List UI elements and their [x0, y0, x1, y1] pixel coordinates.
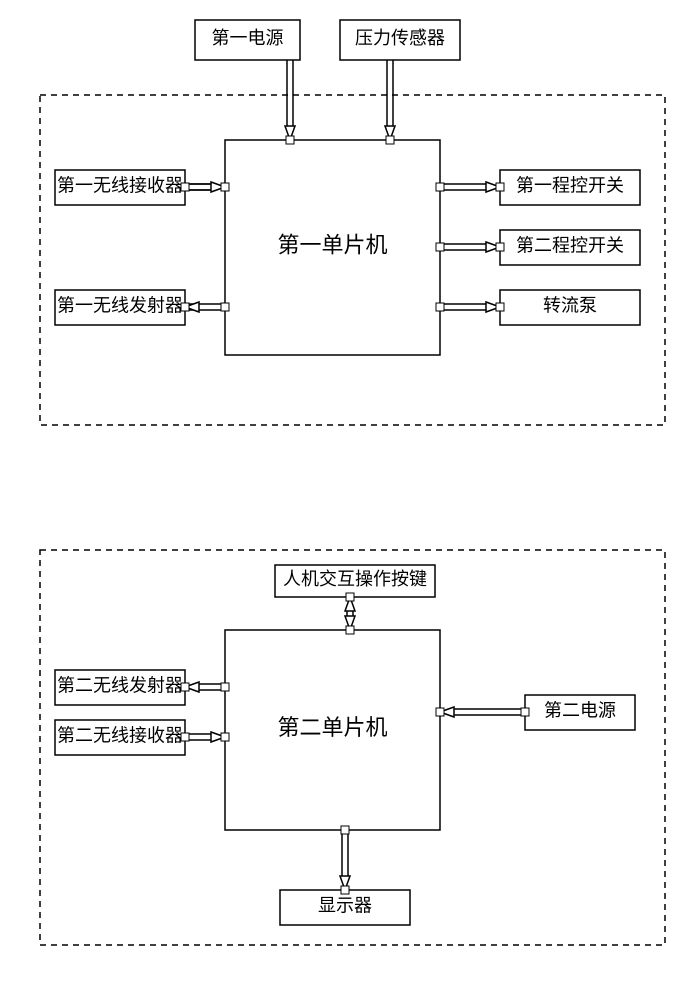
label: 显示器	[318, 896, 372, 916]
label: 压力传感器	[355, 28, 445, 48]
port	[221, 183, 229, 191]
port	[346, 593, 354, 601]
port	[436, 708, 444, 716]
port	[221, 683, 229, 691]
label: 第二程控开关	[516, 236, 624, 256]
port	[181, 303, 189, 311]
port	[341, 826, 349, 834]
label: 第一单片机	[277, 233, 387, 258]
port	[521, 708, 529, 716]
port	[496, 243, 504, 251]
port	[181, 733, 189, 741]
port	[286, 136, 294, 144]
label: 第一程控开关	[516, 176, 624, 196]
port	[346, 626, 354, 634]
label: 第二单片机	[277, 715, 387, 740]
label: 转流泵	[543, 296, 597, 316]
port	[386, 136, 394, 144]
port	[436, 183, 444, 191]
port	[496, 183, 504, 191]
label: 第二无线发射器	[57, 676, 183, 696]
port	[181, 183, 189, 191]
label: 第一无线接收器	[57, 176, 183, 196]
port	[436, 243, 444, 251]
label: 人机交互操作按键	[283, 569, 427, 589]
label: 第二电源	[544, 701, 616, 721]
port	[221, 303, 229, 311]
port	[341, 886, 349, 894]
label: 第一无线发射器	[57, 296, 183, 316]
port	[496, 303, 504, 311]
port	[221, 733, 229, 741]
port	[181, 683, 189, 691]
label: 第二无线接收器	[57, 726, 183, 746]
port	[436, 303, 444, 311]
label: 第一电源	[212, 28, 284, 48]
